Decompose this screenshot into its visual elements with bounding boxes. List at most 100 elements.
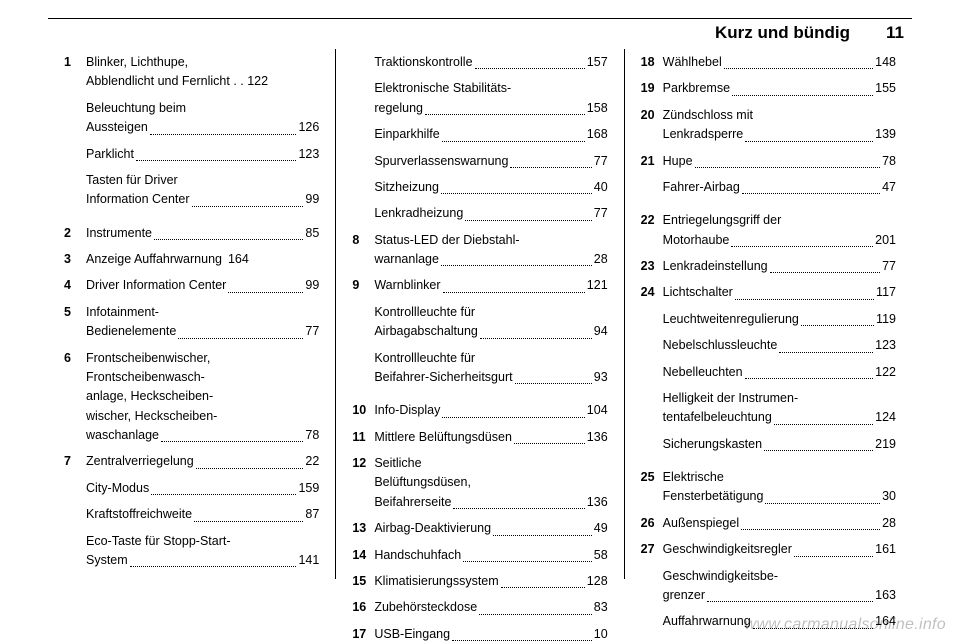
- entry-page: 163: [875, 586, 896, 605]
- index-entry: 9Warnblinker121: [352, 276, 607, 295]
- entry-page: 93: [594, 368, 608, 387]
- entry-label: Sicherungskasten: [663, 435, 762, 454]
- entry-label: Driver Information Center: [86, 276, 226, 295]
- leader-dots: [452, 640, 592, 641]
- entry-page: 49: [594, 519, 608, 538]
- leader-dots: [515, 383, 592, 384]
- entry-label: Lichtschalter: [663, 283, 733, 302]
- entry-label: Geschwindigkeitsregler: [663, 540, 792, 559]
- leader-dots: [130, 566, 297, 567]
- manual-index-page: Kurz und bündig 11 1Blinker, Lichthupe,A…: [0, 0, 960, 642]
- entry-number: 19: [641, 79, 663, 98]
- entry-label: regelung: [374, 99, 423, 118]
- entry-page: 158: [587, 99, 608, 118]
- entry-number: 18: [641, 53, 663, 72]
- entry-page: 77: [594, 152, 608, 171]
- index-entry: 16Zubehörsteckdose83: [352, 598, 607, 617]
- leader-dots: [801, 325, 874, 326]
- entry-label: Sitzheizung: [374, 178, 439, 197]
- index-entry: Tasten für DriverInformation Center99: [86, 171, 319, 210]
- index-entry: Sitzheizung40: [374, 178, 607, 197]
- entry-label: Beifahrerseite: [374, 493, 451, 512]
- index-entry: 19Parkbremse155: [641, 79, 896, 98]
- leader-dots: [480, 338, 592, 339]
- leader-dots: [745, 378, 874, 379]
- entry-group: 1Blinker, Lichthupe,Abblendlicht und Fer…: [64, 53, 319, 210]
- index-entry: 5Infotainment-Bedienelemente77: [64, 303, 319, 342]
- entry-label: Leuchtweitenregulierung: [663, 310, 799, 329]
- index-entry: 12SeitlicheBelüftungsdüsen,Beifahrerseit…: [352, 454, 607, 512]
- index-entry: 25ElektrischeFensterbetätigung30: [641, 468, 896, 507]
- entry-group: 21Hupe78Fahrer-Airbag47: [641, 152, 896, 198]
- leader-dots: [493, 535, 592, 536]
- entry-label-line: Beleuchtung beim: [86, 99, 319, 118]
- entry-page: 122: [875, 363, 896, 382]
- entry-label: Nebelschlussleuchte: [663, 336, 778, 355]
- entry-page: 10: [594, 625, 608, 644]
- entry-label: Beifahrer-Sicherheitsgurt: [374, 368, 512, 387]
- entry-number: 24: [641, 283, 663, 302]
- entry-number: 15: [352, 572, 374, 591]
- entry-label: USB-Eingang: [374, 625, 450, 644]
- entry-number: 9: [352, 276, 374, 295]
- entry-page: 139: [875, 125, 896, 144]
- index-entry: 7Zentralverriegelung22: [64, 452, 319, 471]
- entry-page: 28: [882, 514, 896, 533]
- entry-label: grenzer: [663, 586, 705, 605]
- entry-label-line: Eco-Taste für Stopp-Start-: [86, 532, 319, 551]
- column-2: Traktionskontrolle 157 Elektronische Stabi…: [335, 49, 623, 579]
- entry-group: 24Lichtschalter117Leuchtweitenregulierun…: [641, 283, 896, 454]
- entry-label: Zentralverriegelung: [86, 452, 194, 471]
- entry-label: Lenkradeinstellung: [663, 257, 768, 276]
- index-entry: Eco-Taste für Stopp-Start-System141: [86, 532, 319, 571]
- index-entry: 6Frontscheibenwischer,Frontscheibenwasch…: [64, 349, 319, 446]
- index-entry: 27Geschwindigkeitsregler161: [641, 540, 896, 559]
- index-entry: Lenkradheizung77: [374, 204, 607, 223]
- index-entry: 8Status-LED der Diebstahl-warnanlage28: [352, 231, 607, 270]
- index-entry: 1Blinker, Lichthupe,Abblendlicht und Fer…: [64, 53, 319, 92]
- entry-page: 77: [882, 257, 896, 276]
- leader-dots: [194, 521, 303, 522]
- entry-number: 16: [352, 598, 374, 617]
- entry-label: Kraftstoffreichweite: [86, 505, 192, 524]
- entry-label: Fensterbetätigung: [663, 487, 764, 506]
- entry-page: 157: [587, 53, 608, 72]
- leader-dots: [425, 114, 585, 115]
- entry-label-line: Elektronische Stabilitäts-: [374, 79, 607, 98]
- entry-page: 161: [875, 540, 896, 559]
- entry-label: Hupe: [663, 152, 693, 171]
- entry-page: 78: [305, 426, 319, 445]
- entry-label: Anzeige Auffahrwarnung: [86, 250, 222, 269]
- leader-dots: [453, 508, 584, 509]
- entry-page: 155: [875, 79, 896, 98]
- entry-label-line: wischer, Heckscheiben-: [86, 407, 319, 426]
- leader-dots: [741, 529, 880, 530]
- entry-page: 94: [594, 322, 608, 341]
- entry-label: Wählhebel: [663, 53, 722, 72]
- entry-label: City-Modus: [86, 479, 149, 498]
- leader-dots: [501, 587, 585, 588]
- leader-dots: [136, 160, 297, 161]
- index-entry: 11Mittlere Belüftungsdüsen136: [352, 428, 607, 447]
- entry-page: 168: [587, 125, 608, 144]
- entry-page: 78: [882, 152, 896, 171]
- entry-page: 123: [298, 145, 319, 164]
- leader-dots: [514, 443, 585, 444]
- index-entry: 4Driver Information Center99: [64, 276, 319, 295]
- index-entry: Traktionskontrolle 157: [374, 53, 607, 72]
- leader-dots: [774, 424, 873, 425]
- entry-label: Außenspiegel: [663, 514, 739, 533]
- entry-label: Spurverlassenswarnung: [374, 152, 508, 171]
- entry-page: 219: [875, 435, 896, 454]
- entry-label: Lenkradheizung: [374, 204, 463, 223]
- entry-page: 87: [305, 505, 319, 524]
- entry-label: Traktionskontrolle: [374, 53, 472, 72]
- entry-number: 5: [64, 303, 86, 322]
- leader-dots: [724, 68, 873, 69]
- entry-label: Airbag-Deaktivierung: [374, 519, 491, 538]
- watermark: www.carmanualsonline.info: [745, 616, 946, 634]
- leader-dots: [764, 450, 873, 451]
- entry-number: 7: [64, 452, 86, 471]
- section-title: Kurz und bündig: [715, 23, 850, 43]
- entry-label: Instrumente: [86, 224, 152, 243]
